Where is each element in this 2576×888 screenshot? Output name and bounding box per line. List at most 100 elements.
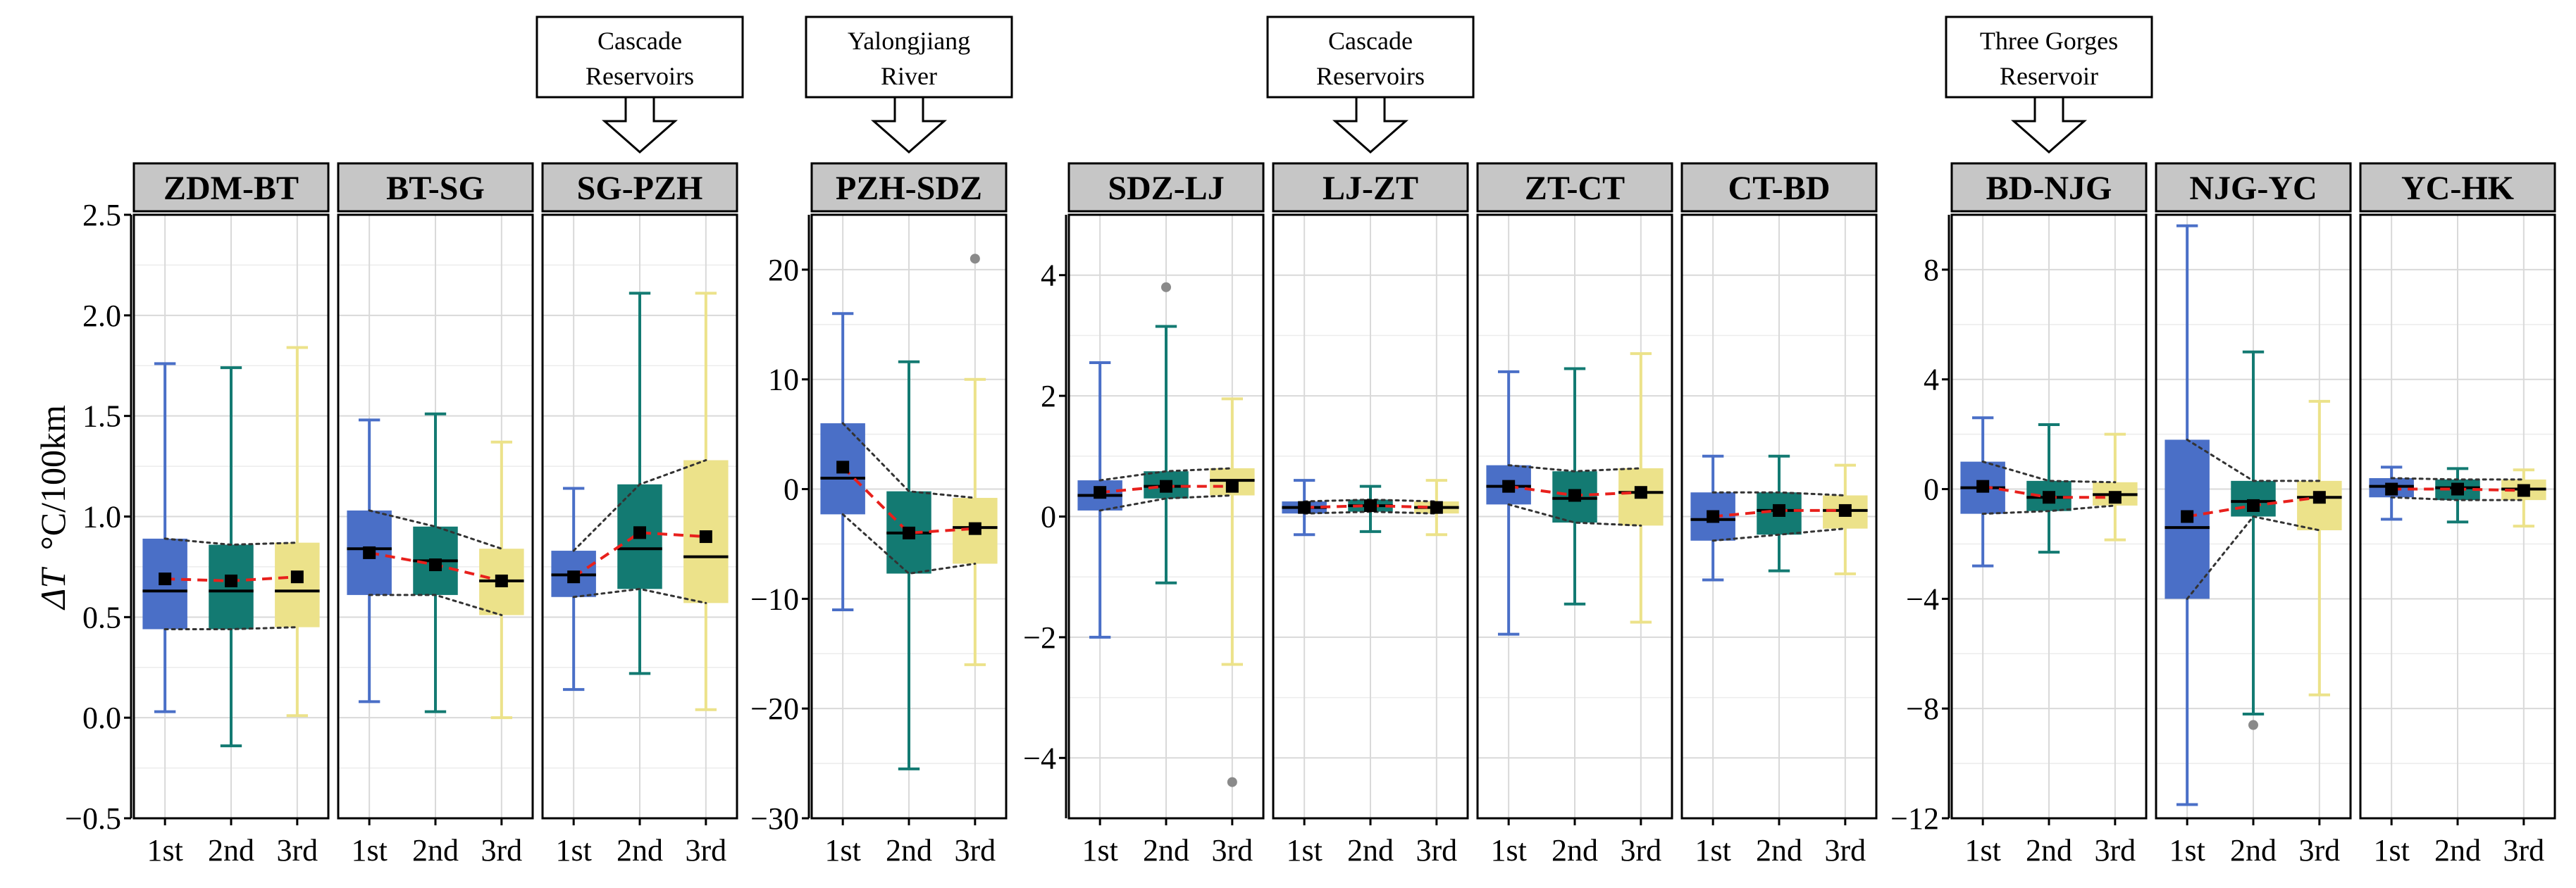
y-tick-label: −0.5: [65, 801, 121, 836]
envelope-q1: [2390, 496, 2525, 501]
y-tick-label: 1.0: [82, 500, 121, 534]
mean-marker: [1634, 486, 1647, 499]
mean-marker: [290, 570, 304, 584]
x-tick-label: 2nd: [412, 833, 459, 868]
mean-marker: [1225, 480, 1239, 493]
envelope-q1: [841, 513, 977, 575]
box-1st: [1077, 361, 1122, 639]
x-tick-label: 3rd: [955, 833, 996, 868]
y-tick-label: 0: [784, 473, 799, 507]
mean-marker: [1364, 499, 1377, 513]
x-tick-label: 1st: [2169, 833, 2205, 868]
x-tick-label: 2nd: [1143, 833, 1189, 868]
mean-marker: [225, 574, 237, 587]
facet-sdz-lj: SDZ-LJ 1st 2nd 3rd: [1067, 162, 1265, 868]
facet-strip: [1476, 162, 1673, 213]
y-tick-label: 0: [1924, 473, 1939, 507]
y-tick-label: 0.0: [82, 701, 121, 735]
x-tick-label: 1st: [1695, 833, 1730, 868]
facet-strip-label: LJ-ZT: [1323, 170, 1418, 207]
y-axis-label-unit: °C/100km: [33, 405, 73, 550]
y-tick-label: 8: [1924, 253, 1939, 287]
facet-strip: [132, 162, 330, 213]
y-tick-label: −20: [750, 692, 799, 726]
callout-box: [535, 15, 744, 99]
x-tick-label: 3rd: [481, 833, 523, 868]
facet-njg-yc: NJG-YC 1st 2nd 3rd: [2155, 162, 2352, 868]
facet-strip-label: SG-PZH: [577, 170, 703, 207]
mean-marker: [1976, 480, 1990, 493]
facet-strip: [1067, 162, 1265, 213]
mean-marker: [2517, 484, 2530, 497]
x-tick-label: 1st: [1490, 833, 1526, 868]
facet-strip: [1272, 162, 1469, 213]
y-axis-label-symbol: ΔT: [33, 567, 73, 611]
envelope-q1: [1981, 504, 2117, 515]
mean-marker: [2312, 491, 2326, 504]
x-tick-label: 2nd: [617, 833, 663, 868]
envelope-q3: [572, 459, 707, 552]
y-tick-label: 2: [1041, 379, 1056, 413]
envelope-q1: [1098, 494, 1234, 512]
facet-strip-label: ZDM-BT: [163, 170, 299, 207]
mean-marker: [903, 526, 915, 539]
x-tick-label: 3rd: [686, 833, 727, 868]
panel-group-4: −12 −8 −4 0 4 8 BD-NJG Three Gorges Reservoir 1st…: [1890, 15, 2556, 868]
envelope-q3: [1981, 461, 2117, 484]
mean-marker: [2451, 482, 2464, 496]
mean-marker: [633, 526, 646, 539]
x-tick-label: 2nd: [1756, 833, 1802, 868]
svg-text:ΔT °C/100km: ΔT °C/100km: [33, 405, 73, 611]
y-tick-label: 0.5: [82, 600, 121, 634]
callout-text: Cascade: [1328, 27, 1413, 55]
callout-text: Reservoirs: [1316, 62, 1425, 90]
facet-strip-label: BD-NJG: [1986, 170, 2112, 207]
callout-text: Three Gorges: [1980, 27, 2118, 55]
x-tick-label: 2nd: [2434, 833, 2481, 868]
mean-marker: [968, 522, 982, 535]
facet-bt-sg: BT-SG 1st 2nd 3rd: [337, 162, 534, 868]
panel-group-2: −30 −20 −10 0 10 20 PZH-SDZ Yalongjiang River 1st…: [750, 15, 1013, 868]
box-3rd: [275, 346, 320, 718]
y-tick-label: 10: [768, 363, 799, 397]
y-tick-label: 4: [1924, 363, 1939, 397]
x-tick-label: 1st: [1964, 833, 2000, 868]
mean-marker: [699, 530, 712, 544]
envelope-q1: [368, 594, 503, 616]
callout-arrow: [871, 96, 947, 154]
envelope-q3: [1098, 467, 1234, 482]
mean-marker: [2108, 491, 2122, 504]
envelope-q1: [1507, 503, 1642, 527]
y-tick-label: 1.5: [82, 399, 121, 434]
mean-marker: [1773, 504, 1785, 517]
facet-strip-label: BT-SG: [386, 170, 485, 207]
mean-marker: [2181, 510, 2194, 523]
x-tick-label: 3rd: [1825, 833, 1866, 868]
facet-yc-hk: YC-HK 1st 2nd 3rd: [2359, 162, 2556, 868]
x-tick-label: 3rd: [1212, 833, 1253, 868]
facet-sg-pzh: SG-PZH Cascade Reservoirs 1st 2nd 3rd: [535, 15, 744, 868]
callout-arrow: [602, 96, 678, 154]
facet-strip: [2155, 162, 2352, 213]
y-tick-label: −8: [1906, 692, 1939, 726]
mean-marker: [1838, 504, 1852, 517]
y-tick-label: −2: [1023, 620, 1056, 655]
mean-marker: [363, 546, 376, 559]
facet-strip-label: ZT-CT: [1525, 170, 1625, 207]
facet-strip: [1680, 162, 1878, 213]
x-tick-label: 3rd: [2299, 833, 2341, 868]
mean-marker: [429, 558, 442, 572]
box-iqr: [275, 542, 320, 627]
y-tick-label: −4: [1023, 741, 1056, 775]
callout-text: Cascade: [597, 27, 682, 55]
mean-marker: [1160, 480, 1172, 493]
x-tick-label: 3rd: [1416, 833, 1458, 868]
facet-zt-ct: ZT-CT 1st 2nd 3rd: [1476, 162, 1673, 868]
y-tick-label: 2.5: [82, 198, 121, 232]
box-iqr: [2297, 480, 2342, 530]
mean-marker: [1430, 501, 1443, 514]
mean-marker: [567, 570, 581, 584]
box-outlier: [2248, 720, 2258, 730]
